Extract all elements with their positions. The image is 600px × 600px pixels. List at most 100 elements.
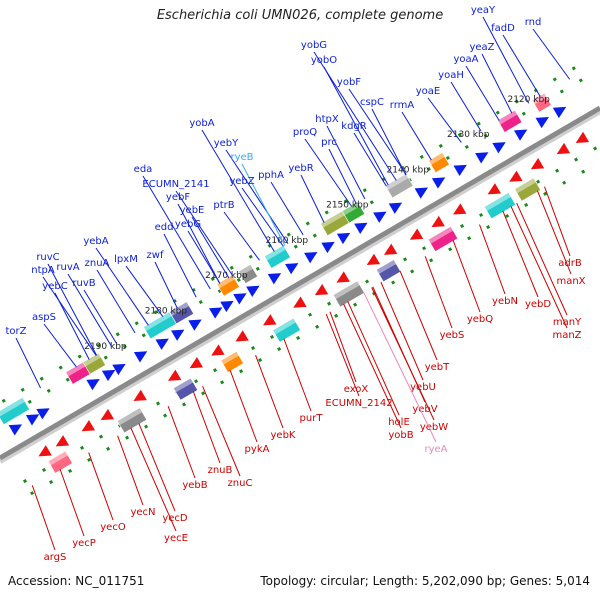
kbp-tick-label: 2190 kbp [84, 342, 127, 352]
track-marker [96, 343, 101, 348]
gene-label-yoaH: yoaH [438, 70, 464, 81]
gene-label-yecE: yecE [164, 533, 188, 544]
track-marker [543, 191, 548, 196]
gene-label-yebR: yebR [288, 163, 313, 174]
track-marker [521, 111, 526, 116]
gene-label-adrB: adrB [558, 258, 582, 269]
track-marker [198, 300, 203, 305]
upper-leader-line [323, 66, 389, 186]
upper-leader-line [427, 97, 462, 143]
gene-label-yobA: yobA [189, 118, 214, 129]
track-marker [201, 391, 206, 396]
lower-gene-arrow [409, 228, 424, 240]
lower-leader-line [167, 406, 196, 479]
upper-feature-block [341, 201, 366, 224]
lower-feature-block [375, 259, 402, 283]
lower-gene-arrow [235, 330, 249, 342]
upper-leader-line [43, 323, 77, 368]
track-marker [426, 167, 431, 172]
track-marker [163, 413, 168, 418]
track-marker [98, 434, 104, 439]
lower-leader-line [59, 469, 85, 537]
upper-leader-line [83, 289, 118, 344]
gene-label-yebC: yebC [42, 281, 67, 292]
upper-gene-arrow [513, 129, 528, 141]
lower-leader-line [255, 355, 284, 429]
gene-label-ryeB: ryeB [230, 152, 253, 163]
upper-leader-line [353, 132, 387, 187]
upper-gene-arrow [336, 232, 351, 245]
upper-leader-line [304, 138, 353, 207]
upper-leader-line [201, 129, 275, 252]
track-marker [457, 132, 462, 137]
kbp-tick-label: 2120 kbp [507, 95, 550, 105]
track-marker [39, 376, 44, 381]
lower-leader-line [479, 224, 506, 295]
upper-leader-line [125, 265, 164, 317]
upper-gene-arrow [246, 285, 260, 297]
gene-label-argS: argS [44, 552, 67, 563]
track-marker [562, 180, 567, 185]
gene-label-rrmA: rrmA [390, 100, 415, 111]
gene-label-kdgR: kdgR [341, 121, 366, 132]
track-marker [514, 99, 519, 104]
gene-label-yebF: yebF [166, 192, 190, 203]
track-marker [305, 221, 310, 226]
upper-gene-arrow [492, 142, 506, 154]
track-marker [193, 379, 199, 384]
track-marker [460, 224, 465, 229]
upper-feature-block [82, 352, 107, 375]
gene-label-yebA: yebA [83, 236, 108, 247]
gene-label-torZ: torZ [5, 326, 26, 337]
gene-label-yebD: yebD [525, 299, 551, 310]
upper-leader-line [42, 276, 97, 356]
upper-gene-arrow [431, 177, 446, 189]
track-marker [270, 334, 275, 339]
upper-leader-line [450, 81, 482, 132]
gene-label-yebZ: yebZ [229, 176, 254, 187]
lower-gene-arrow [383, 243, 398, 255]
upper-leader-line [481, 53, 513, 114]
upper-gene-arrow [285, 263, 299, 275]
track-marker [1, 398, 6, 403]
gene-label-zwf: zwf [147, 250, 164, 261]
track-marker [578, 78, 583, 83]
gene-label-yebV: yebV [412, 404, 437, 415]
kbp-tick-label: 2180 kbp [145, 307, 188, 317]
upper-gene-arrow [171, 329, 185, 341]
gene-label-yebY: yebY [214, 138, 239, 149]
upper-feature-block [497, 109, 523, 133]
upper-gene-arrow [188, 319, 202, 331]
upper-gene-arrow [552, 106, 567, 119]
lower-leader-line [138, 423, 176, 512]
upper-gene-arrow [25, 414, 40, 426]
gene-label-yebQ: yebQ [467, 314, 493, 325]
track-marker [58, 365, 63, 370]
lower-leader-line [380, 281, 424, 381]
upper-gene-arrow [267, 273, 282, 285]
track-marker [277, 346, 282, 352]
gene-label-pphA: pphA [258, 170, 284, 181]
track-marker [115, 332, 120, 337]
lower-leader-line [363, 291, 437, 443]
lower-feature-block [427, 225, 459, 252]
upper-leader-line [502, 34, 541, 97]
gene-label-yobB: yobB [388, 430, 413, 441]
lower-feature-block [332, 280, 365, 308]
lower-leader-line [347, 301, 400, 416]
upper-leader-line [154, 261, 178, 309]
lower-gene-arrow [263, 314, 277, 326]
lower-leader-line [325, 313, 360, 397]
track-marker [122, 344, 127, 349]
track-marker [324, 210, 329, 215]
gene-label-ruvC: ruvC [36, 252, 59, 263]
track-marker [296, 335, 301, 340]
lower-leader-line [229, 369, 258, 443]
gene-label-yebW: yebW [420, 422, 448, 433]
upper-leader-line [95, 247, 149, 326]
gene-label-manY: manY [553, 317, 582, 328]
genome-axis [0, 105, 600, 461]
gene-label-aspS: aspS [32, 312, 56, 323]
lower-gene-arrow [453, 203, 467, 215]
gene-label-edd: edd [155, 222, 174, 233]
